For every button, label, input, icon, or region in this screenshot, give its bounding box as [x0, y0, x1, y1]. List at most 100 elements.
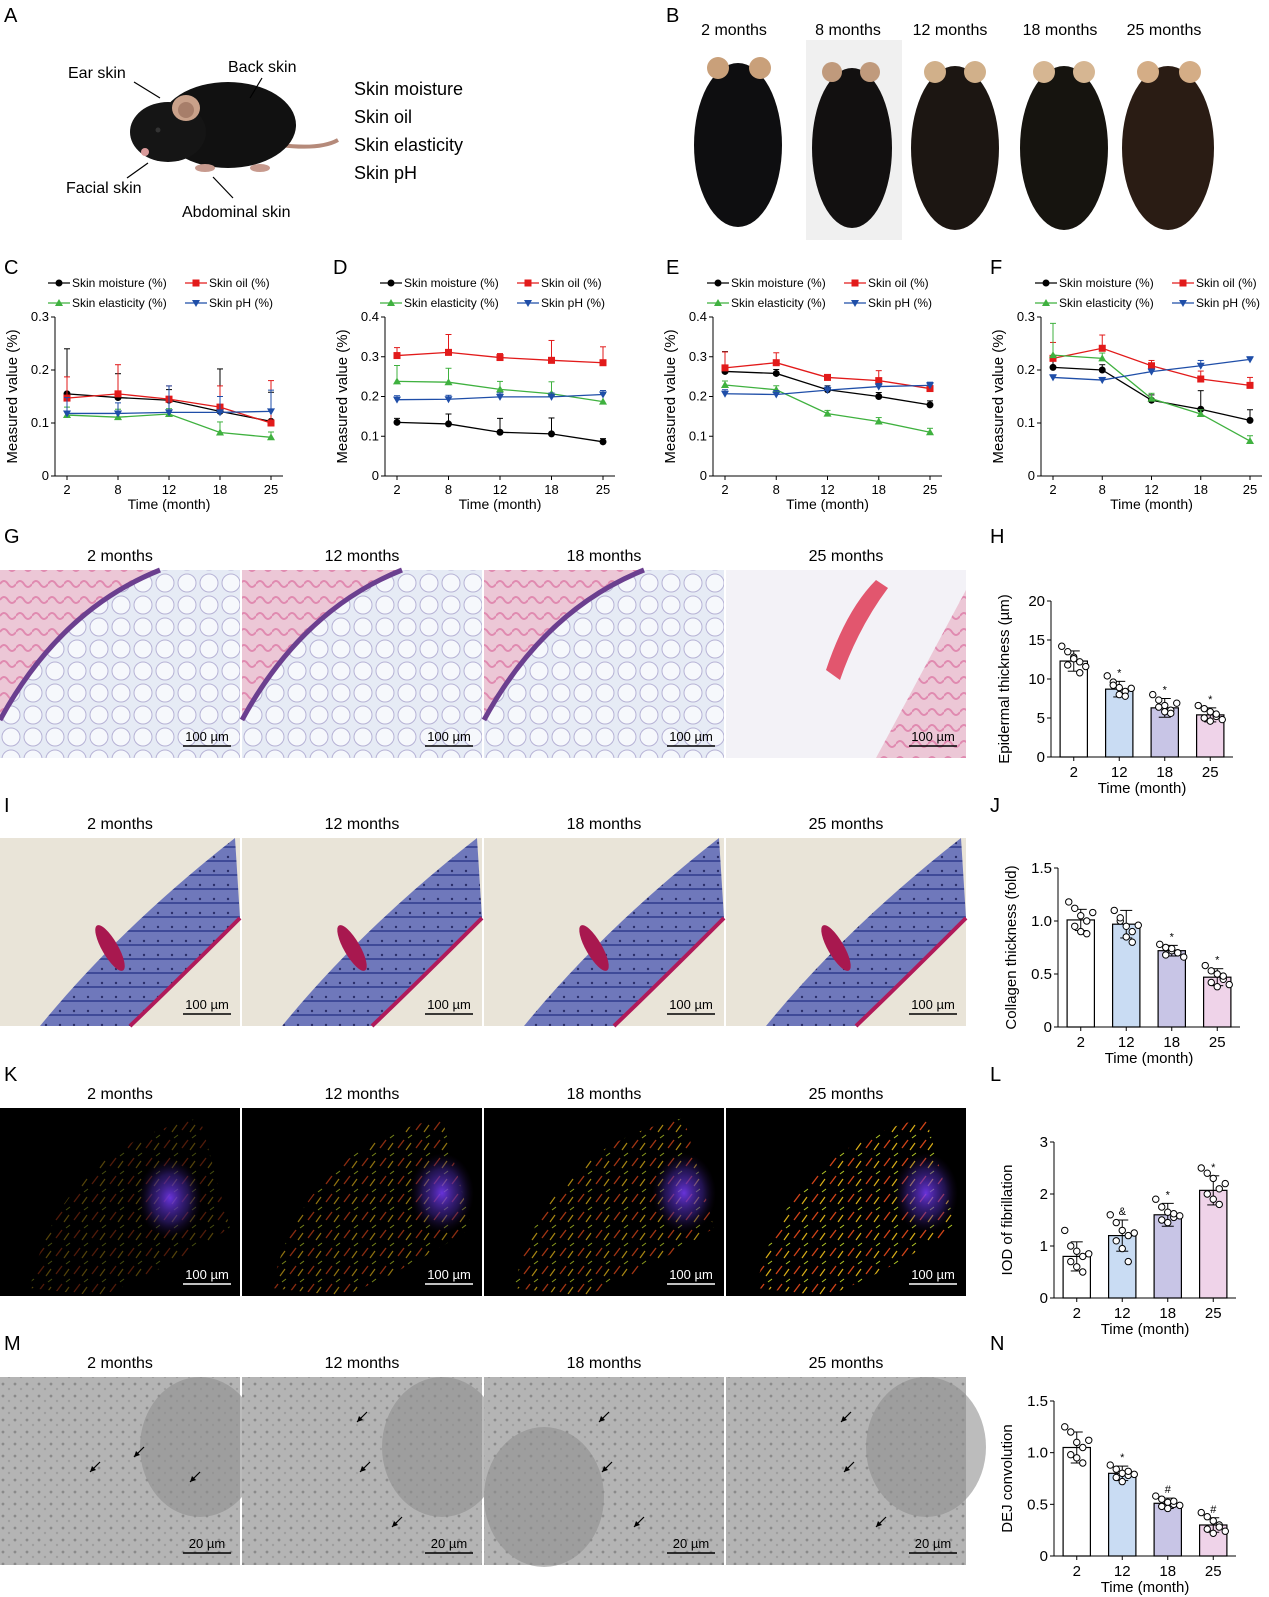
y-tick-label: 15	[1028, 632, 1045, 649]
y-tick-label: 1.5	[1031, 860, 1052, 877]
legend-entry: Skin elasticity (%)	[72, 296, 167, 310]
data-point	[599, 397, 607, 405]
data-point	[1124, 1231, 1132, 1240]
data-point	[874, 417, 883, 425]
data-point	[1209, 1517, 1217, 1525]
data-point	[1085, 1250, 1093, 1258]
data-point	[1167, 709, 1175, 718]
bar	[1153, 1214, 1182, 1299]
data-point	[1215, 1523, 1223, 1531]
data-point	[1168, 944, 1176, 953]
legend-entry: Skin pH (%)	[868, 296, 932, 310]
mouse-annotations	[126, 77, 263, 199]
data-point	[1200, 714, 1208, 722]
data-point	[1085, 1436, 1093, 1444]
data-point	[1215, 1200, 1223, 1209]
data-point	[1147, 394, 1156, 402]
scale-bar-label: 100 µm	[911, 729, 955, 744]
data-point	[1176, 1501, 1184, 1510]
epidermis-layer	[481, 567, 645, 722]
b-mouse-photo	[694, 57, 782, 227]
y-tick-label: 10	[1028, 671, 1045, 688]
data-point	[1077, 912, 1085, 920]
legend-entry: Skin pH (%)	[209, 296, 273, 310]
data-point	[1130, 1470, 1138, 1479]
micrograph-image: 100 µm	[484, 838, 726, 1028]
data-point	[1176, 1212, 1184, 1220]
micrograph-age-label: 2 months	[87, 1355, 153, 1372]
data-point	[1124, 1257, 1132, 1266]
arrow-head	[599, 1416, 605, 1422]
significance-marker: *	[1120, 1452, 1125, 1464]
data-point	[1071, 922, 1079, 930]
data-point	[1161, 708, 1169, 716]
data-point	[1201, 961, 1209, 970]
significance-marker: *	[1215, 955, 1220, 967]
data-point	[267, 408, 275, 416]
x-tick-label: 12	[1144, 482, 1158, 497]
data-point	[1098, 344, 1106, 352]
data-point	[1079, 1252, 1087, 1261]
data-point	[1112, 1465, 1120, 1473]
y-tick-label: 0	[1028, 468, 1035, 483]
y-tick-label: 0.1	[1017, 415, 1035, 430]
panel-letter-b: B	[666, 5, 679, 27]
micrograph-image: 100 µm	[239, 567, 482, 758]
data-point	[1209, 1195, 1217, 1203]
data-point	[1098, 377, 1107, 385]
data-point	[599, 359, 607, 367]
data-point	[1197, 405, 1205, 413]
data-point	[1206, 708, 1214, 716]
x-tick-label: 12	[820, 482, 834, 497]
arrow-head	[876, 1521, 882, 1527]
dapi-glow	[410, 1153, 474, 1233]
x-tick-label: 2	[1077, 1034, 1085, 1051]
y-axis-label: IOD of fibrillation	[999, 1165, 1016, 1276]
bar-chart-j: 0 0.5 1.0 1.5 2 12 * 18 * 25 Time (month) Collagen …	[1003, 860, 1240, 1067]
nucleus	[140, 1377, 260, 1517]
micrograph-age-label: 12 months	[325, 548, 400, 565]
bar	[1107, 1472, 1137, 1557]
x-tick-label: 25	[1202, 764, 1219, 781]
data-point	[1152, 1492, 1160, 1500]
x-axis-label: Time (month)	[128, 496, 211, 512]
y-tick-label: 20	[1028, 593, 1045, 610]
legend-marker	[192, 279, 200, 287]
data-point	[772, 369, 780, 377]
scale-bar-label: 100 µm	[185, 997, 229, 1012]
x-tick-label: 12	[1111, 764, 1128, 781]
measure-moisture: Skin moisture	[354, 79, 463, 99]
micrograph-image: 100 µm	[726, 838, 968, 1028]
x-tick-label: 25	[923, 482, 937, 497]
micrograph-age-label: 12 months	[325, 1086, 400, 1103]
muscle-bundle	[826, 580, 888, 680]
data-point	[1194, 701, 1202, 710]
collagen-layer	[282, 838, 482, 1026]
data-point	[1098, 354, 1107, 362]
panel-letter-n: N	[990, 1333, 1004, 1355]
legend-marker	[55, 279, 63, 287]
scale-bar-label: 20 µm	[915, 1536, 951, 1551]
y-tick-label: 0.1	[689, 428, 707, 443]
micrograph-rows: 2 months 100 µm 12 months 100 µm 18 months 10…	[0, 548, 986, 1567]
data-point	[444, 378, 453, 386]
data-point	[216, 428, 224, 436]
arrow-head	[392, 1521, 398, 1527]
legend-entry: Skin moisture (%)	[404, 276, 499, 290]
dermis-layer	[484, 570, 644, 720]
data-point	[1128, 927, 1136, 936]
y-axis-label: Collagen thickness (fold)	[1003, 865, 1020, 1029]
legend-entry: Skin pH (%)	[1196, 296, 1260, 310]
nucleus	[866, 1377, 986, 1517]
y-axis-label: Measured value (%)	[990, 329, 1007, 463]
data-point	[1121, 692, 1129, 700]
data-point	[1079, 1443, 1087, 1452]
data-point	[1180, 953, 1188, 961]
data-point	[1161, 701, 1169, 710]
y-axis-label: Measured value (%)	[662, 329, 679, 463]
legend-marker	[1179, 279, 1187, 287]
x-axis-label: Time (month)	[1098, 780, 1187, 797]
y-tick-label: 0.3	[361, 349, 379, 364]
data-point	[1067, 1428, 1075, 1436]
y-tick-label: 0.3	[689, 349, 707, 364]
